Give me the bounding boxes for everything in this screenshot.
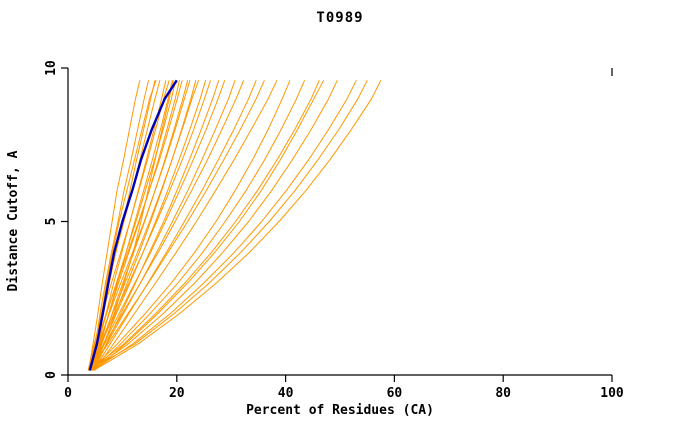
- series-line-orange: [89, 80, 177, 371]
- series-line-orange: [89, 80, 226, 371]
- y-tick-label: 10: [44, 60, 59, 76]
- x-tick-label: 100: [600, 386, 624, 401]
- series-line-orange: [93, 80, 257, 371]
- series-line-orange: [93, 80, 382, 371]
- y-tick-label: 0: [44, 371, 59, 379]
- series-line-orange: [93, 80, 325, 371]
- series-line-orange: [88, 80, 245, 371]
- series-line-orange: [88, 80, 183, 371]
- series-line-orange: [90, 80, 200, 371]
- series-line-orange: [90, 80, 338, 371]
- y-axis-label: Distance Cutoff, A: [6, 150, 21, 291]
- series-line-blue: [88, 79, 178, 371]
- series-line-orange: [90, 80, 291, 371]
- x-tick-label: 60: [387, 386, 403, 401]
- x-tick-label: 0: [64, 386, 72, 401]
- chart-title: T0989: [316, 10, 363, 26]
- y-tick-label: 5: [44, 218, 59, 226]
- series-line-orange: [92, 80, 357, 371]
- series-line-orange: [92, 80, 207, 371]
- plot-axes: 0 20 40 60 80 100 0 5 10: [44, 60, 624, 401]
- series-line-orange: [88, 80, 141, 371]
- series-line-orange: [88, 80, 320, 371]
- series-line-orange: [90, 80, 174, 371]
- series-line-orange: [89, 80, 191, 371]
- series-line-orange: [89, 80, 265, 371]
- x-tick-label: 80: [495, 386, 511, 401]
- series-line-orange: [92, 80, 306, 371]
- x-axis-label: Percent of Residues (CA): [246, 403, 434, 418]
- plot-series: [87, 79, 382, 371]
- series-line-orange: [94, 80, 278, 371]
- series-line-orange: [94, 80, 197, 371]
- x-tick-label: 20: [169, 386, 185, 401]
- series-line-orange: [92, 80, 236, 371]
- series-line-orange: [90, 80, 149, 371]
- series-line-orange: [88, 80, 368, 371]
- x-tick-label: 40: [278, 386, 294, 401]
- series-line-orange: [88, 80, 161, 371]
